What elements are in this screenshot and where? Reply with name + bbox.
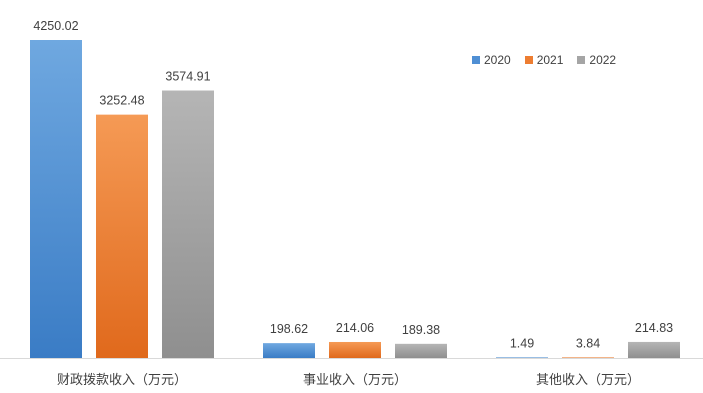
legend-label-2021: 2021 bbox=[536, 53, 564, 67]
bar-2021-1 bbox=[329, 341, 381, 358]
data-label-2021-1: 214.06 bbox=[336, 321, 374, 335]
category-label-0: 财政拨款收入（万元） bbox=[57, 372, 187, 387]
data-label-2021-2: 3.84 bbox=[576, 336, 600, 350]
bar-2020-1 bbox=[263, 343, 315, 358]
data-label-2022-2: 214.83 bbox=[635, 321, 673, 335]
category-label-2: 其他收入（万元） bbox=[536, 372, 640, 387]
data-label-2020-0: 4250.02 bbox=[33, 19, 78, 33]
data-label-2021-0: 3252.48 bbox=[99, 94, 144, 108]
bar-2022-2 bbox=[628, 341, 680, 358]
legend-item-2021: 2021 bbox=[524, 53, 564, 67]
data-label-2022-1: 189.38 bbox=[402, 323, 440, 337]
legend-swatch-2021 bbox=[524, 56, 533, 64]
bar-2021-0 bbox=[96, 114, 148, 358]
data-label-2020-2: 1.49 bbox=[510, 336, 534, 350]
legend-item-2022: 2022 bbox=[577, 53, 616, 67]
bar-2021-2 bbox=[562, 357, 614, 358]
legend: 2020 2021 2022 bbox=[472, 53, 616, 67]
data-label-2020-1: 198.62 bbox=[270, 322, 308, 336]
legend-item-2020: 2020 bbox=[472, 53, 511, 67]
bar-2020-2 bbox=[496, 357, 548, 358]
legend-label-2022: 2022 bbox=[589, 53, 617, 67]
legend-swatch-2020 bbox=[472, 56, 480, 64]
data-label-2022-0: 3574.91 bbox=[165, 70, 210, 84]
legend-swatch-2022 bbox=[577, 56, 586, 64]
bar-2022-1 bbox=[395, 343, 447, 358]
legend-label-2020: 2020 bbox=[484, 53, 511, 67]
bar-2020-0 bbox=[30, 40, 82, 358]
category-label-1: 事业收入（万元） bbox=[303, 372, 407, 387]
bar-2022-0 bbox=[162, 90, 214, 358]
